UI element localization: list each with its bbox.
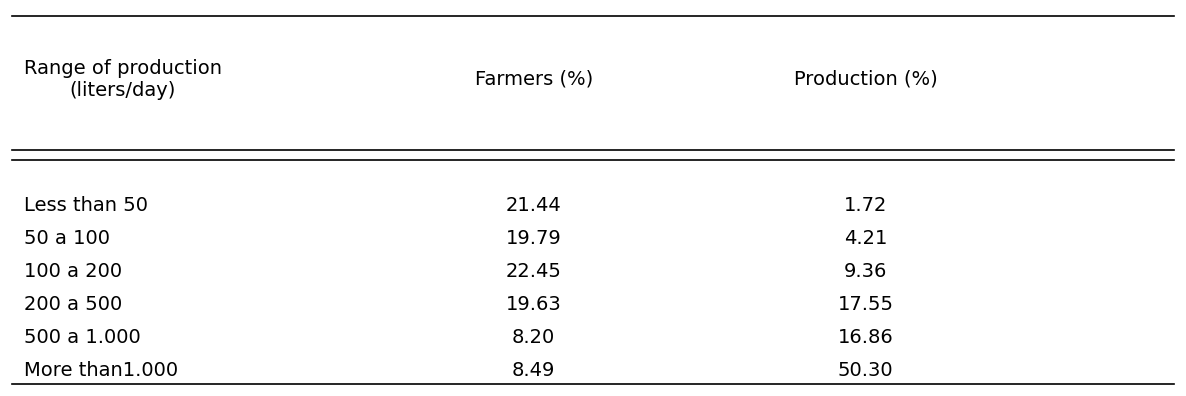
Text: More than1.000: More than1.000 [24, 361, 178, 380]
Text: 100 a 200: 100 a 200 [24, 262, 122, 281]
Text: 8.49: 8.49 [512, 361, 555, 380]
Text: Farmers (%): Farmers (%) [474, 70, 593, 89]
Text: 19.79: 19.79 [505, 229, 562, 248]
Text: 9.36: 9.36 [844, 262, 887, 281]
Text: Production (%): Production (%) [793, 70, 938, 89]
Text: 16.86: 16.86 [837, 328, 894, 347]
Text: 1.72: 1.72 [844, 196, 887, 215]
Text: 4.21: 4.21 [844, 229, 887, 248]
Text: 50 a 100: 50 a 100 [24, 229, 110, 248]
Text: 500 a 1.000: 500 a 1.000 [24, 328, 140, 347]
Text: 17.55: 17.55 [837, 295, 894, 314]
Text: Less than 50: Less than 50 [24, 196, 148, 215]
Text: 21.44: 21.44 [505, 196, 562, 215]
Text: Range of production
(liters/day): Range of production (liters/day) [24, 59, 222, 100]
Text: 22.45: 22.45 [505, 262, 562, 281]
Text: 200 a 500: 200 a 500 [24, 295, 122, 314]
Text: 50.30: 50.30 [839, 361, 893, 380]
Text: 8.20: 8.20 [512, 328, 555, 347]
Text: 19.63: 19.63 [505, 295, 562, 314]
